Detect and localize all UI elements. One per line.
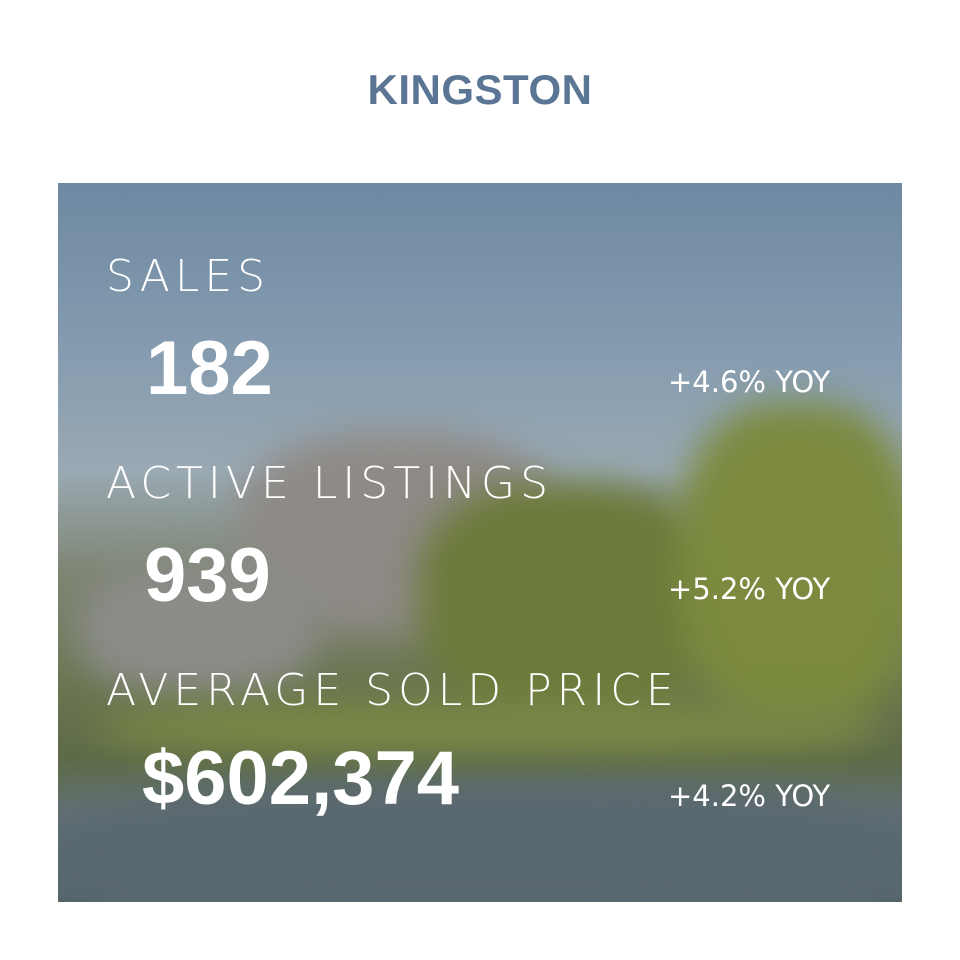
background-lawn [98, 703, 878, 753]
metric-change: +5.2% YOY [668, 572, 831, 606]
metric-value: 182 [146, 326, 273, 411]
metric-label: SALES [106, 251, 271, 302]
metrics-panel: SALES 182 +4.6% YOY ACTIVE LISTINGS 939 … [58, 183, 902, 902]
metric-value: 939 [144, 533, 271, 618]
title: KINGSTON [367, 66, 593, 113]
background-trees [418, 483, 718, 713]
background-water [58, 783, 902, 902]
metric-change: +4.6% YOY [668, 365, 831, 399]
metric-label: AVERAGE SOLD PRICE [106, 665, 679, 716]
background-trees [678, 403, 902, 723]
metric-label: ACTIVE LISTINGS [106, 458, 554, 509]
background-house [78, 563, 318, 693]
metric-change: +4.2% YOY [668, 779, 831, 813]
metric-value: $602,374 [142, 736, 459, 821]
